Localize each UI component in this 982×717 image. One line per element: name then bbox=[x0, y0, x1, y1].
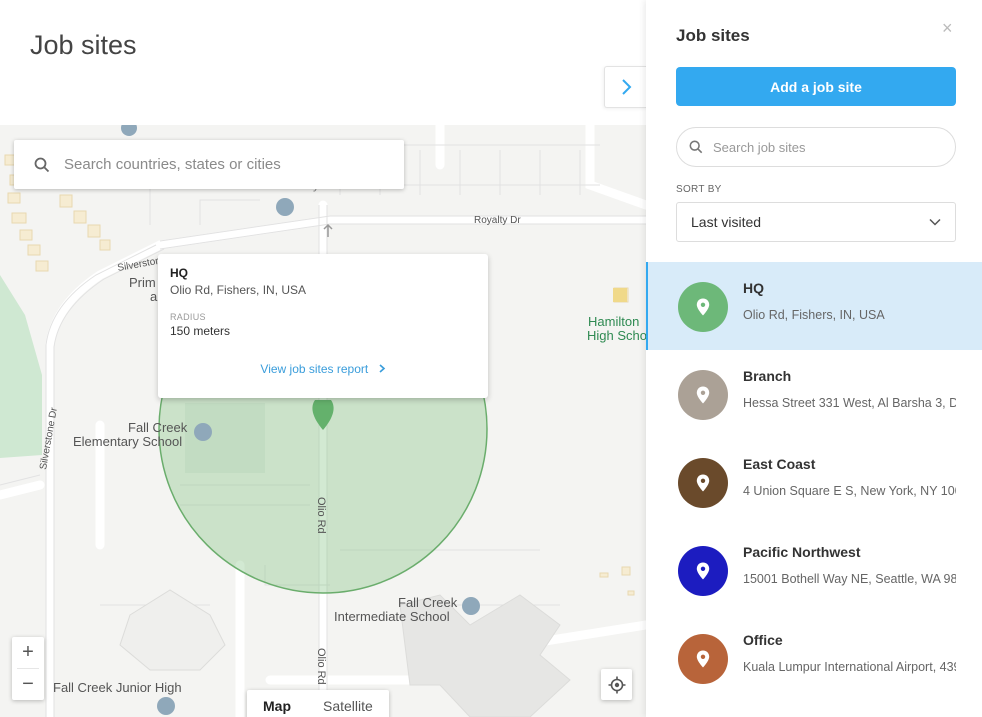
site-address: 15001 Bothell Way NE, Seattle, WA 98155 bbox=[743, 572, 956, 586]
close-icon[interactable]: × bbox=[942, 18, 953, 38]
job-sites-panel: Job sites × Add a job site SORT BY Last … bbox=[646, 0, 982, 717]
popup-title: HQ bbox=[170, 266, 188, 280]
map-canvas[interactable]: Royalty Dr Silverstone Silverstone Dr Pr… bbox=[0, 125, 646, 717]
job-site-item[interactable]: Pacific Northwest 15001 Bothell Way NE, S… bbox=[646, 526, 982, 614]
map-pin-icon bbox=[696, 562, 710, 580]
job-site-search-box[interactable] bbox=[676, 127, 956, 167]
label-hamilton-2: High Scho bbox=[587, 328, 646, 343]
popup-radius-label: RADIUS bbox=[170, 312, 206, 322]
label-primary-2: a bbox=[150, 289, 158, 304]
park-area bbox=[0, 275, 42, 458]
site-address: Olio Rd, Fishers, IN, USA bbox=[743, 308, 885, 322]
chevron-down-icon bbox=[929, 218, 941, 226]
site-address: Kuala Lumpur International Airport, 4390… bbox=[743, 660, 956, 674]
job-site-item[interactable]: Branch Hessa Street 331 West, Al Barsha 3… bbox=[646, 350, 982, 438]
panel-title: Job sites bbox=[676, 26, 750, 45]
site-name: East Coast bbox=[743, 456, 816, 472]
job-site-item[interactable]: Office Kuala Lumpur International Airport… bbox=[646, 614, 982, 702]
search-icon bbox=[689, 140, 703, 154]
site-address: 4 Union Square E S, New York, NY 10003 bbox=[743, 484, 956, 498]
map-type-control: Map Satellite bbox=[247, 690, 389, 717]
map-type-map-button[interactable]: Map bbox=[263, 698, 291, 714]
zoom-out-button[interactable]: − bbox=[22, 673, 34, 695]
page-header: Job sites bbox=[0, 0, 646, 125]
sort-by-label: SORT BY bbox=[676, 184, 722, 195]
site-name: Office bbox=[743, 632, 783, 648]
job-site-search-input[interactable] bbox=[713, 139, 943, 155]
chevron-right-icon bbox=[379, 364, 385, 373]
site-info-popup: HQ Olio Rd, Fishers, IN, USA RADIUS 150 … bbox=[158, 254, 488, 398]
site-avatar bbox=[678, 458, 728, 508]
map-pin-icon bbox=[696, 474, 710, 492]
site-avatar bbox=[678, 546, 728, 596]
sort-by-select[interactable]: Last visited bbox=[676, 202, 956, 242]
zoom-divider bbox=[17, 668, 39, 669]
map-pin-icon bbox=[696, 650, 710, 668]
label-olio-rd-2: Olio Rd bbox=[315, 648, 327, 685]
label-fall-creek-elem-1: Fall Creek bbox=[128, 420, 188, 435]
view-report-label: View job sites report bbox=[260, 362, 369, 376]
my-location-button[interactable] bbox=[601, 669, 632, 700]
popup-radius-value: 150 meters bbox=[170, 324, 231, 338]
zoom-control: + − bbox=[12, 637, 44, 700]
site-avatar bbox=[678, 282, 728, 332]
hq-map-pin bbox=[312, 400, 334, 430]
collapse-panel-button[interactable] bbox=[604, 66, 648, 108]
map-type-satellite-button[interactable]: Satellite bbox=[323, 698, 373, 714]
poi-icons bbox=[121, 125, 627, 715]
site-name: Pacific Northwest bbox=[743, 544, 861, 560]
site-name: HQ bbox=[743, 280, 764, 296]
zoom-in-button[interactable]: + bbox=[22, 641, 34, 663]
job-site-item[interactable]: HQ Olio Rd, Fishers, IN, USA bbox=[646, 262, 982, 350]
add-job-site-button[interactable]: Add a job site bbox=[676, 67, 956, 106]
label-fall-creek-jr: Fall Creek Junior High bbox=[53, 680, 182, 695]
label-fall-creek-int-1: Fall Creek bbox=[398, 595, 458, 610]
label-hamilton-1: Hamilton bbox=[588, 314, 639, 329]
site-name: Branch bbox=[743, 368, 792, 384]
popup-address: Olio Rd, Fishers, IN, USA bbox=[170, 283, 307, 297]
map-pin-icon bbox=[696, 386, 710, 404]
view-report-link[interactable]: View job sites report bbox=[158, 362, 488, 376]
map-pin-icon bbox=[696, 298, 710, 316]
label-olio-rd-1: Olio Rd bbox=[315, 497, 327, 534]
label-fall-creek-elem-2: Elementary School bbox=[73, 434, 182, 449]
site-avatar bbox=[678, 370, 728, 420]
label-primary-1: Prim bbox=[129, 275, 156, 290]
map-search-box[interactable] bbox=[14, 140, 404, 189]
page-title: Job sites bbox=[30, 30, 137, 60]
search-icon bbox=[34, 157, 50, 172]
chevron-right-icon bbox=[621, 79, 631, 95]
label-royalty-dr: Royalty Dr bbox=[474, 215, 521, 226]
locate-icon bbox=[608, 676, 625, 693]
map[interactable]: Royalty Dr Silverstone Silverstone Dr Pr… bbox=[0, 125, 646, 717]
site-avatar bbox=[678, 634, 728, 684]
sort-by-value: Last visited bbox=[691, 214, 762, 230]
label-fall-creek-int-2: Intermediate School bbox=[334, 609, 450, 624]
job-site-item[interactable]: East Coast 4 Union Square E S, New York, … bbox=[646, 438, 982, 526]
site-address: Hessa Street 331 West, Al Barsha 3, Duba… bbox=[743, 396, 956, 410]
job-site-list: HQ Olio Rd, Fishers, IN, USA Branch Hessa S… bbox=[646, 262, 982, 702]
map-search-input[interactable] bbox=[64, 156, 384, 173]
